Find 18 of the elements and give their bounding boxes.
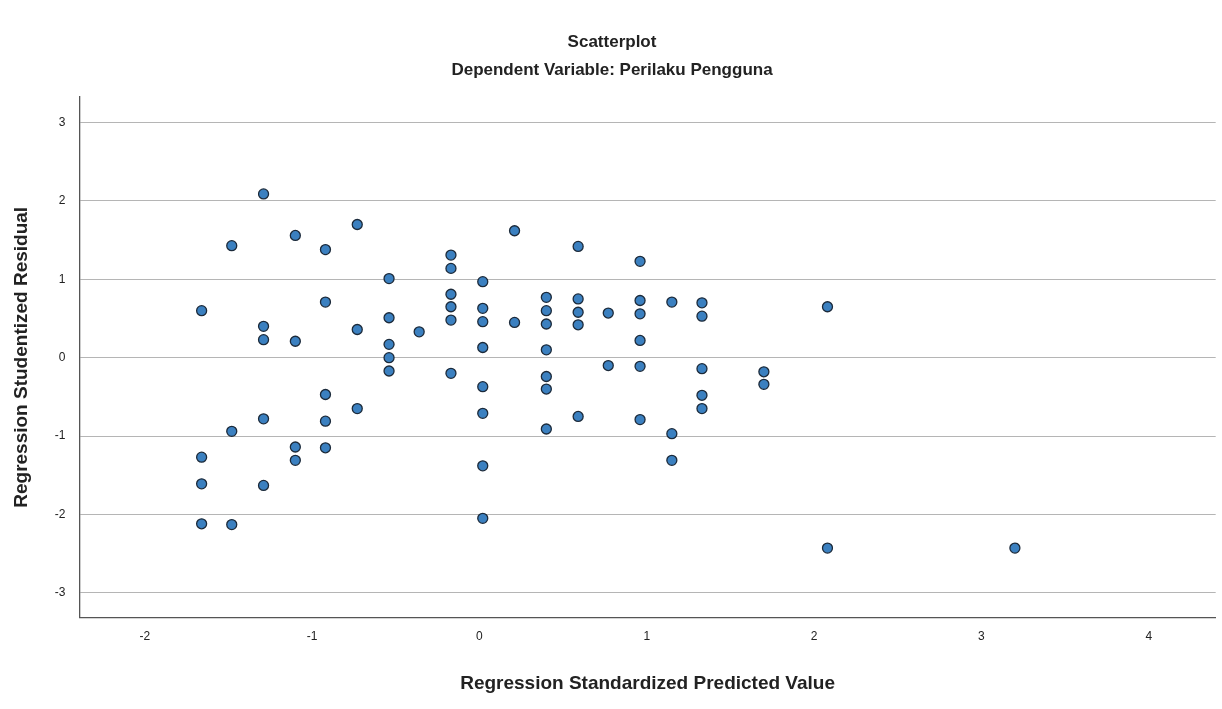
y-tick-label: -3 — [54, 585, 66, 600]
x-tick-label: 3 — [978, 629, 986, 644]
y-tick-label: 1 — [58, 271, 66, 286]
y-tick-label: 0 — [58, 350, 66, 364]
x-axis-title: Regression Standardized Predicted Value — [460, 671, 836, 693]
x-tick-label: 4 — [1145, 629, 1153, 644]
chart-subtitle: Dependent Variable: Perilaku Pengguna — [451, 60, 774, 80]
y-tick-label: 2 — [58, 193, 66, 208]
chart-title: Scatterplot — [567, 31, 657, 51]
y-tick-label: -2 — [54, 506, 66, 521]
y-axis-title: Regression Studentized Residual — [9, 206, 31, 508]
x-tick-label: 0 — [476, 629, 484, 644]
x-tick-label: -1 — [306, 629, 318, 644]
x-tick-label: 1 — [643, 629, 651, 644]
y-tick-label: 3 — [58, 114, 66, 129]
y-tick-label: -1 — [54, 428, 66, 443]
x-tick-label: -2 — [139, 629, 151, 644]
x-tick-label: 2 — [810, 629, 818, 644]
